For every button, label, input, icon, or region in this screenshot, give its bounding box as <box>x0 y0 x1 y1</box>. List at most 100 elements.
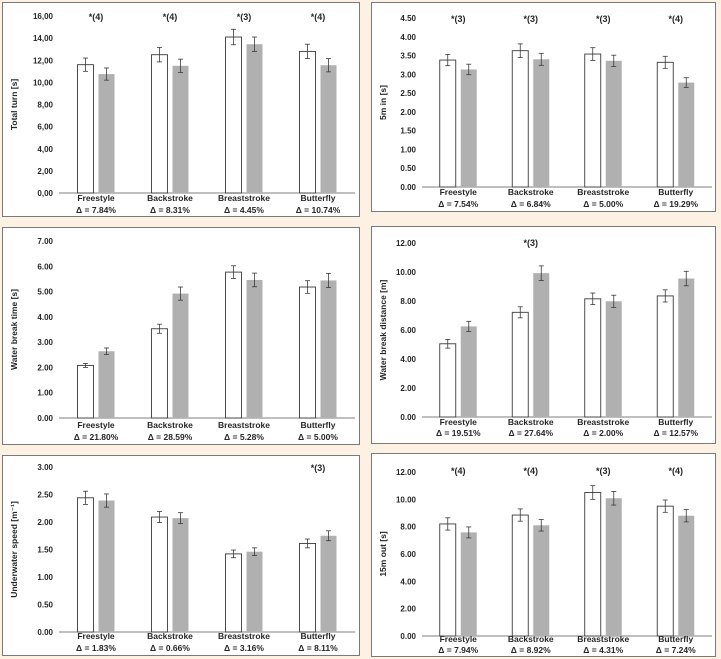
delta-label: Δ = 19.29% <box>653 199 698 209</box>
bar-series-2 <box>460 69 477 187</box>
bar-series-1 <box>225 553 242 633</box>
delta-label: Δ = 4.31% <box>583 645 623 655</box>
y-tick-label: 10.00 <box>396 495 417 504</box>
bar-series-1 <box>439 523 457 637</box>
y-tick-label: 10.00 <box>396 268 417 277</box>
y-axis-label: Total turn [s] <box>9 79 19 130</box>
x-category-label: Backstroke <box>508 417 554 427</box>
delta-label: Δ = 3.16% <box>224 643 264 653</box>
delta-label: Δ = 5.00% <box>583 199 623 209</box>
chart-svg: 0.00 0.50 1.00 1.50 2.00 2.50 3.00 3.50 4.00 4.50… <box>378 14 712 209</box>
y-tick-label: 6,00 <box>37 123 53 132</box>
bar-series-1 <box>151 516 168 633</box>
y-tick-label: 0.00 <box>37 628 53 637</box>
x-category-label: Butterfly <box>658 634 693 644</box>
delta-label: Δ = 27.64% <box>508 428 553 438</box>
chart-panel-underwater-speed: 0.00 0.50 1.00 1.50 2.00 2.50 3.00 Underwater s… <box>2 455 360 656</box>
y-tick-label: 3.50 <box>400 52 416 61</box>
bar-series-1 <box>299 542 316 633</box>
bar-series-2 <box>533 59 550 187</box>
significance-annotation: *(4) <box>668 14 683 24</box>
significance-annotation: *(3) <box>311 463 326 473</box>
y-axis-label: Water break distance [m] <box>378 279 388 380</box>
y-tick-label: 3.00 <box>400 70 416 79</box>
y-tick-label: 5.00 <box>37 288 53 297</box>
delta-label: Δ = 8.31% <box>150 205 190 215</box>
significance-annotation: *(4) <box>523 466 538 476</box>
delta-label: Δ = 4.45% <box>224 205 264 215</box>
chart-panel-water-break-distance: 0.00 2.00 4.00 6.00 8.00 10.00 12.00 Water brea… <box>371 226 716 444</box>
bar-series-2 <box>605 301 622 417</box>
delta-label: Δ = 8.92% <box>511 645 551 655</box>
bar-series-2 <box>605 498 622 636</box>
y-tick-label: 16,00 <box>33 12 54 21</box>
significance-annotation: *(3) <box>596 14 611 24</box>
y-tick-label: 6.00 <box>37 262 53 271</box>
bar-series-2 <box>678 515 695 636</box>
y-tick-label: 4.50 <box>400 14 416 23</box>
y-tick-label: 2.50 <box>400 89 416 98</box>
y-tick-label: 0,00 <box>37 189 53 198</box>
significance-annotation: *(4) <box>89 12 104 22</box>
bar-series-1 <box>77 497 94 633</box>
y-tick-label: 4.00 <box>37 313 53 322</box>
chart-panel-5m-in: 0.00 0.50 1.00 1.50 2.00 2.50 3.00 3.50 4.00 4.50… <box>371 2 716 212</box>
significance-annotation: *(3) <box>523 238 538 248</box>
y-tick-label: 1.50 <box>400 127 416 136</box>
bar-series-2 <box>605 60 622 187</box>
x-category-label: Freestyle <box>77 631 115 641</box>
bar-series-1 <box>151 54 168 194</box>
bar-series-2 <box>172 518 189 632</box>
y-tick-label: 4.00 <box>400 355 416 364</box>
bar-series-2 <box>246 279 263 418</box>
x-category-label: Butterfly <box>301 193 336 203</box>
delta-label: Δ = 7.94% <box>438 645 478 655</box>
bar-series-1 <box>656 505 674 637</box>
bar-series-1 <box>299 50 316 194</box>
y-tick-label: 3.00 <box>37 463 53 472</box>
bar-series-2 <box>172 293 189 418</box>
chart-svg: 0.00 2.00 4.00 6.00 8.00 10.00 12.00 Water brea… <box>378 238 712 438</box>
y-tick-label: 2.00 <box>400 108 416 117</box>
bar-series-2 <box>678 82 695 187</box>
bar-series-1 <box>584 492 602 637</box>
bar-series-2 <box>460 326 477 417</box>
y-tick-label: 10,00 <box>33 78 54 87</box>
x-category-label: Backstroke <box>508 634 554 644</box>
y-tick-label: 4.00 <box>400 33 416 42</box>
chart-svg: 0.00 1.00 2.00 3.00 4.00 5.00 6.00 7.00 Water br… <box>9 237 355 442</box>
x-category-label: Backstroke <box>147 193 193 203</box>
bar-series-2 <box>98 500 115 632</box>
y-tick-label: 2.00 <box>37 518 53 527</box>
delta-label: Δ = 0.66% <box>150 643 190 653</box>
bar-series-2 <box>320 65 337 193</box>
y-axis-label: Water break time [s] <box>9 289 19 370</box>
y-tick-label: 7.00 <box>37 237 53 246</box>
y-tick-label: 4,00 <box>37 145 53 154</box>
bar-series-2 <box>172 65 189 193</box>
significance-annotation: *(4) <box>668 466 683 476</box>
delta-label: Δ = 7.24% <box>656 645 696 655</box>
chart-panel-water-break-time: 0.00 1.00 2.00 3.00 4.00 5.00 6.00 7.00 Water br… <box>2 227 360 445</box>
x-category-label: Breaststroke <box>577 417 629 427</box>
bar-series-1 <box>656 295 674 418</box>
delta-label: Δ = 21.80% <box>74 432 119 442</box>
significance-annotation: *(3) <box>523 14 538 24</box>
y-tick-label: 2.50 <box>37 491 53 500</box>
significance-annotation: *(4) <box>163 12 178 22</box>
x-category-label: Breaststroke <box>218 420 270 430</box>
y-tick-label: 1.00 <box>400 145 416 154</box>
chart-svg: 0,00 2,00 4,00 6,00 8,00 10,00 12,00 14,00 16,00… <box>9 12 355 215</box>
x-category-label: Backstroke <box>147 420 193 430</box>
y-tick-label: 12,00 <box>33 56 54 65</box>
y-tick-label: 2.00 <box>37 363 53 372</box>
bar-series-2 <box>533 273 550 417</box>
delta-label: Δ = 19.51% <box>436 428 481 438</box>
bar-series-2 <box>98 74 115 193</box>
bar-series-1 <box>299 286 316 419</box>
bar-series-2 <box>460 532 477 636</box>
y-tick-label: 1.00 <box>37 389 53 398</box>
y-tick-label: 2.00 <box>400 384 416 393</box>
chart-svg: 0.00 2.00 4.00 6.00 8.00 10.00 12.00 15m out [s… <box>378 466 712 655</box>
x-category-label: Backstroke <box>147 631 193 641</box>
